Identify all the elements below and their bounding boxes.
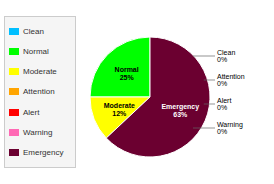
html-text:Attention: Attention [23, 87, 55, 97]
html-text:Clean: Clean [23, 26, 44, 36]
svg-text:Attention0%: Attention0% [217, 73, 245, 88]
svg-text:Warning0%: Warning0% [217, 121, 243, 136]
html-text:Emergency: Emergency [23, 148, 64, 158]
html-text:Moderate: Moderate [23, 67, 57, 77]
svg-text:Alert0%: Alert0% [217, 97, 231, 112]
html-text:Normal: Normal [23, 46, 49, 56]
html-text:Warning: Warning [23, 128, 53, 137]
svg-text:Clean0%: Clean0% [217, 49, 235, 64]
svg-text:Normal25%: Normal25% [115, 66, 139, 81]
svg-text:Moderate12%: Moderate12% [104, 102, 135, 117]
svg-text:Emergency63%: Emergency63% [161, 103, 199, 118]
html-text:Alert: Alert [23, 107, 40, 117]
